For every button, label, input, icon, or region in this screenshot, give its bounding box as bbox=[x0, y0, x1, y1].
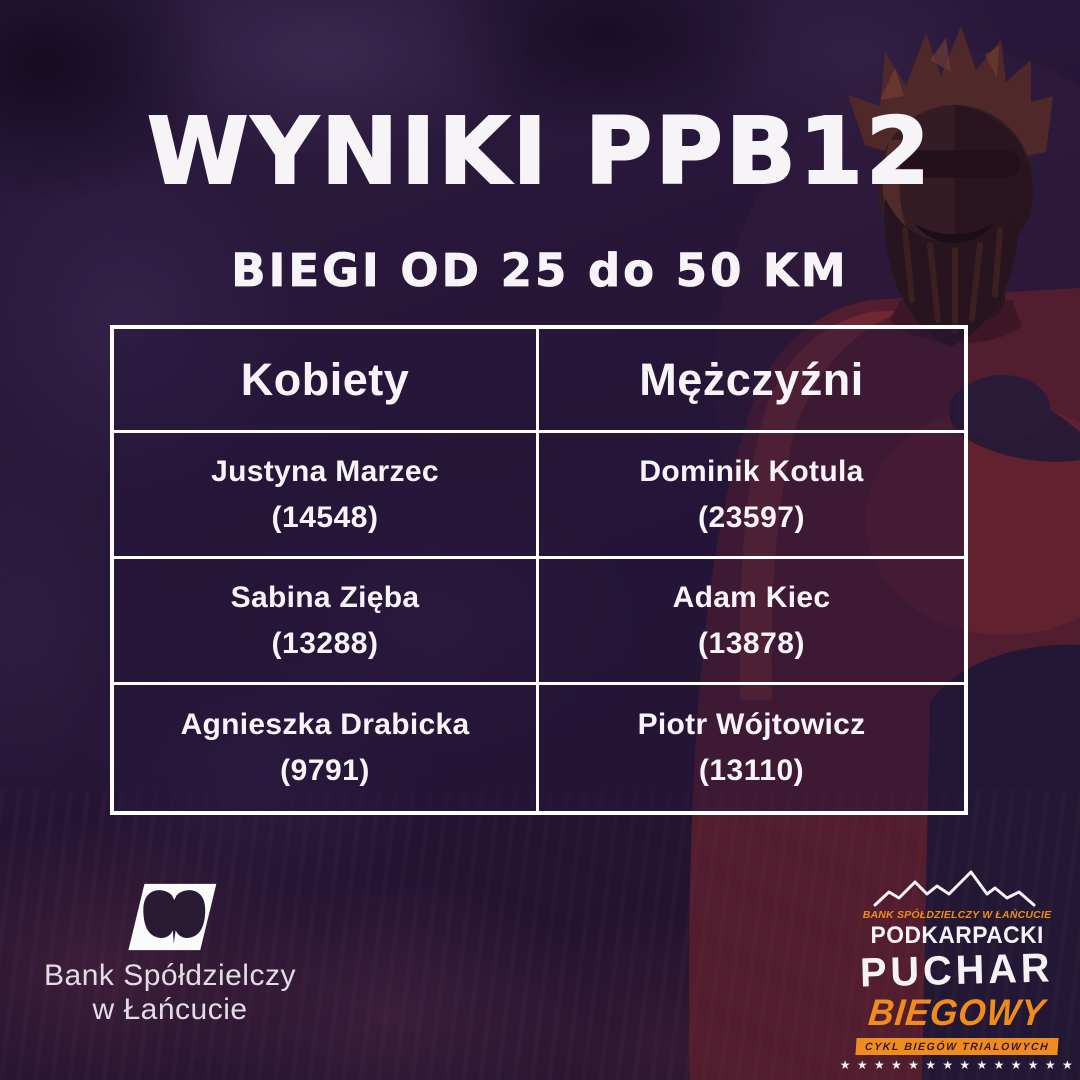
table-row: Agnieszka Drabicka (9791) bbox=[114, 685, 539, 811]
runner-score: (9791) bbox=[280, 754, 370, 787]
event-logo-bank-line: BANK SPÓŁDZIELCZY W ŁAŃCUCIE bbox=[862, 909, 1052, 921]
stars-decoration: ★ ★ ★ ★ ★ ★ ★ ★ ★ ★ ★ ★ ★ ★ bbox=[839, 1058, 1075, 1072]
bank-logo: Bank Spółdzielczy w Łańcucie bbox=[28, 880, 312, 1027]
page-title: WYNIKI PPB12 bbox=[146, 97, 933, 206]
bank-name-line1: Bank Spółdzielczy bbox=[44, 959, 296, 992]
event-logo-title-line1: PODKARPACKI bbox=[870, 922, 1044, 949]
bank-name-line2: w Łańcucie bbox=[92, 993, 248, 1026]
results-table: Kobiety Mężczyźni Justyna Marzec (14548)… bbox=[110, 325, 968, 815]
event-logo-tagline: CYKL BIEGÓW TRIALOWYCH bbox=[855, 1038, 1059, 1055]
table-row: Dominik Kotula (23597) bbox=[539, 433, 964, 559]
table-row: Sabina Zięba (13288) bbox=[114, 559, 539, 685]
column-header-mezczyzni: Mężczyźni bbox=[539, 329, 964, 433]
runner-name: Piotr Wójtowicz bbox=[637, 708, 866, 741]
table-row: Justyna Marzec (14548) bbox=[114, 433, 539, 559]
event-logo: BANK SPÓŁDZIELCZY W ŁAŃCUCIE PODKARPACKI… bbox=[840, 870, 1073, 1072]
event-logo-title-line2: PUCHAR bbox=[859, 944, 1055, 996]
table-row: Adam Kiec (13878) bbox=[539, 559, 964, 685]
runner-name: Adam Kiec bbox=[672, 580, 831, 614]
bank-book-parallelogram-icon bbox=[128, 883, 217, 951]
runner-name: Dominik Kotula bbox=[639, 454, 864, 488]
runner-score: (23597) bbox=[698, 500, 805, 534]
runner-name: Sabina Zięba bbox=[230, 580, 420, 614]
page-subtitle: BIEGI OD 25 do 50 KM bbox=[231, 244, 849, 298]
table-row: Piotr Wójtowicz (13110) bbox=[539, 685, 964, 811]
column-header-kobiety: Kobiety bbox=[114, 329, 539, 433]
runner-score: (13110) bbox=[698, 754, 805, 787]
mountain-ridge-icon bbox=[873, 870, 1036, 907]
runner-score: (13288) bbox=[271, 626, 379, 660]
event-logo-title-line3: BIEGOWY bbox=[866, 992, 1048, 1033]
runner-score: (14548) bbox=[271, 500, 379, 534]
runner-name: Justyna Marzec bbox=[211, 454, 439, 488]
runner-score: (13878) bbox=[698, 626, 805, 660]
runner-name: Agnieszka Drabicka bbox=[180, 708, 470, 741]
